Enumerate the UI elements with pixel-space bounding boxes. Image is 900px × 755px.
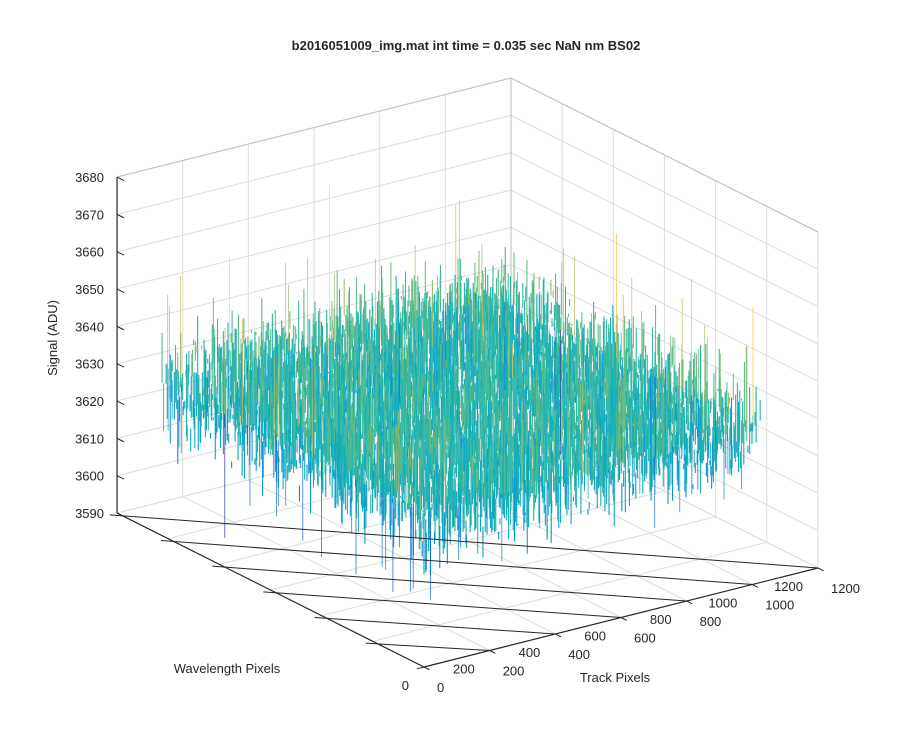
y-tick — [314, 617, 556, 635]
grid-line — [510, 189, 819, 345]
z-tick — [116, 512, 125, 517]
box-edge — [116, 77, 512, 178]
x-tick-label: 1200 — [831, 581, 860, 596]
x-tick — [752, 584, 759, 588]
y-tick — [365, 642, 490, 651]
box-edge — [510, 77, 819, 233]
y-tick-label: 800 — [650, 612, 672, 627]
x-tick — [423, 666, 430, 671]
x-tick-label: 800 — [700, 614, 722, 629]
z-tick — [116, 213, 125, 219]
grid-line — [510, 264, 819, 420]
axes: 0 200 400 600 800 1000 1200 0 200 400 600 800 1000 12… — [75, 170, 860, 695]
x-tick-label: 600 — [634, 631, 656, 646]
z-tick — [116, 288, 125, 293]
z-tick-label: 3620 — [75, 394, 104, 409]
grid-line — [116, 226, 512, 327]
z-tick-label: 3680 — [75, 170, 104, 185]
y-tick-label: 400 — [519, 645, 541, 660]
y-tick-label: 200 — [453, 662, 475, 677]
z-tick — [116, 437, 125, 443]
y-tick-label: 1000 — [708, 596, 737, 611]
y-tick — [109, 514, 818, 569]
z-tick — [116, 475, 125, 480]
z-tick-label: 3630 — [75, 357, 104, 372]
grid-line — [321, 516, 716, 617]
y-tick-label: 0 — [402, 678, 409, 693]
y-axis-line — [116, 512, 425, 668]
x-tick — [620, 617, 627, 621]
x-tick — [686, 600, 693, 605]
z-tick — [116, 176, 125, 181]
surface — [161, 184, 761, 600]
grid-line — [116, 152, 512, 253]
z-axis-label: Signal (ADU) — [45, 300, 60, 376]
x-tick-label: 0 — [437, 680, 444, 695]
z-tick-label: 3600 — [75, 469, 104, 484]
z-tick — [116, 325, 125, 331]
chart-title: b2016051009_img.mat int time = 0.035 sec… — [292, 38, 641, 53]
grid-line — [116, 114, 512, 215]
grid-line — [510, 114, 819, 270]
z-tick — [116, 400, 125, 405]
x-tick — [817, 567, 824, 572]
z-tick — [116, 363, 125, 368]
x-tick — [555, 633, 562, 638]
grid-line — [116, 264, 512, 365]
x-tick-label: 400 — [568, 647, 590, 662]
grid-line — [116, 189, 512, 290]
grid-line — [510, 226, 819, 382]
y-tick — [263, 591, 622, 618]
grid-line — [510, 152, 819, 308]
z-tick-label: 3640 — [75, 319, 104, 334]
y-tick — [212, 565, 687, 602]
x-tick-label: 1000 — [765, 598, 794, 613]
x-tick-label: 200 — [503, 664, 525, 679]
y-tick — [416, 666, 425, 670]
z-tick-label: 3610 — [75, 431, 104, 446]
x-tick — [489, 650, 496, 654]
z-tick-label: 3590 — [75, 506, 104, 521]
z-tick-label: 3660 — [75, 245, 104, 260]
z-tick-label: 3650 — [75, 282, 104, 297]
y-tick — [160, 540, 753, 585]
y-tick-label: 600 — [584, 629, 606, 644]
x-axis-label: Track Pixels — [580, 670, 651, 685]
y-tick-label: 1200 — [774, 579, 803, 594]
y-axis-label: Wavelength Pixels — [174, 661, 281, 676]
z-tick-label: 3670 — [75, 207, 104, 222]
grid-line — [270, 490, 665, 591]
z-tick — [116, 251, 125, 256]
